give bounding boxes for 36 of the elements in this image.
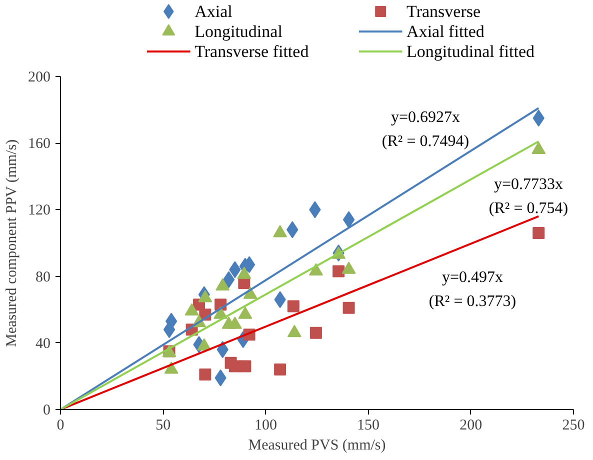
point [342,211,355,228]
legend-label: Axial fitted [406,22,485,41]
y-tick-label: 0 [43,402,50,418]
point [274,364,286,376]
x-tick-label: 150 [357,418,380,434]
annotation: y=0.7733x [494,176,564,193]
y-tick-label: 120 [28,202,50,219]
point [332,265,345,278]
y-tick-label: 200 [28,70,50,86]
point [310,326,322,339]
annotation: y=0.497x [442,269,504,286]
annotation: (R² = 0.7494) [382,133,470,150]
point [222,271,235,288]
point [342,302,355,314]
legend-label: Axial [194,2,233,21]
y-tick-label: 80 [36,269,50,286]
annotation: (R² = 0.3773) [428,293,516,310]
point [532,227,545,240]
x-tick-label: 100 [254,418,277,434]
point [199,368,212,381]
point [239,360,252,372]
y-tick-label: 40 [36,336,50,352]
point [287,300,300,312]
y-tick-label: 160 [28,136,50,152]
annotation: y=0.6927x [390,109,460,126]
x-tick-label: 0 [56,418,64,434]
y-axis-title: Measured component PPV (mm/s) [4,139,20,347]
x-tick-label: 250 [562,418,585,434]
legend-label: Transverse [406,2,481,21]
x-axis-title: Measured PVS (mm/s) [248,438,386,454]
annotation: (R² = 0.754) [488,200,568,217]
legend-label: Longitudinal fitted [406,42,535,61]
x-tick-label: 200 [460,418,482,434]
legend-label: Longitudinal [194,22,283,41]
legend-label: Transverse fitted [194,42,310,61]
x-tick-label: 50 [156,418,171,434]
